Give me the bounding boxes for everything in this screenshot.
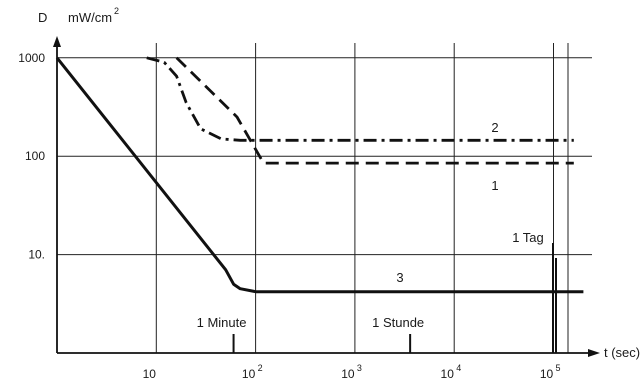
axes [53, 36, 600, 357]
series-line-1 [175, 56, 574, 165]
y-axis-title: D mW/cm 2 [38, 6, 119, 25]
marker-label: 1 Stunde [372, 315, 424, 330]
series-line-3 [55, 56, 584, 294]
x-tick-exponent: 5 [556, 363, 561, 373]
y-tick-label: 1000 [18, 51, 45, 65]
x-tick-label: 10 [441, 367, 455, 379]
x-axis-label: t (sec) [604, 345, 640, 360]
series-line-2 [146, 56, 574, 142]
y-tick-labels: 1000 100 10. [18, 51, 45, 262]
time-markers: 1 Minute 1 Stunde 1 Tag [197, 230, 557, 353]
y-axis-symbol: D [38, 10, 47, 25]
x-tick-label: 10 [540, 367, 554, 379]
x-tick-exponent: 4 [456, 363, 461, 373]
y-axis-arrow [53, 36, 61, 47]
series-label-1: 1 [491, 178, 498, 193]
series-label-3: 3 [396, 270, 403, 285]
x-tick-label: 10 [242, 367, 256, 379]
y-axis-unit-power: 2 [114, 6, 119, 16]
y-axis-unit: mW/cm [68, 10, 112, 25]
marker-label: 1 Minute [197, 315, 247, 330]
x-axis-arrow [588, 349, 600, 357]
x-tick-exponent: 2 [258, 363, 263, 373]
marker-label: 1 Tag [512, 230, 544, 245]
y-tick-label: 10. [28, 248, 45, 262]
x-tick-label: 10 [143, 367, 157, 379]
series-label-2: 2 [491, 120, 498, 135]
grid-lines [57, 43, 592, 353]
x-tick-label: 10 [341, 367, 355, 379]
series-lines [55, 56, 584, 294]
y-tick-label: 100 [25, 149, 45, 163]
x-tick-labels: 10 10 2 10 3 10 4 10 5 [143, 363, 561, 379]
x-tick-exponent: 3 [357, 363, 362, 373]
series-labels: 1 2 3 [396, 120, 498, 285]
